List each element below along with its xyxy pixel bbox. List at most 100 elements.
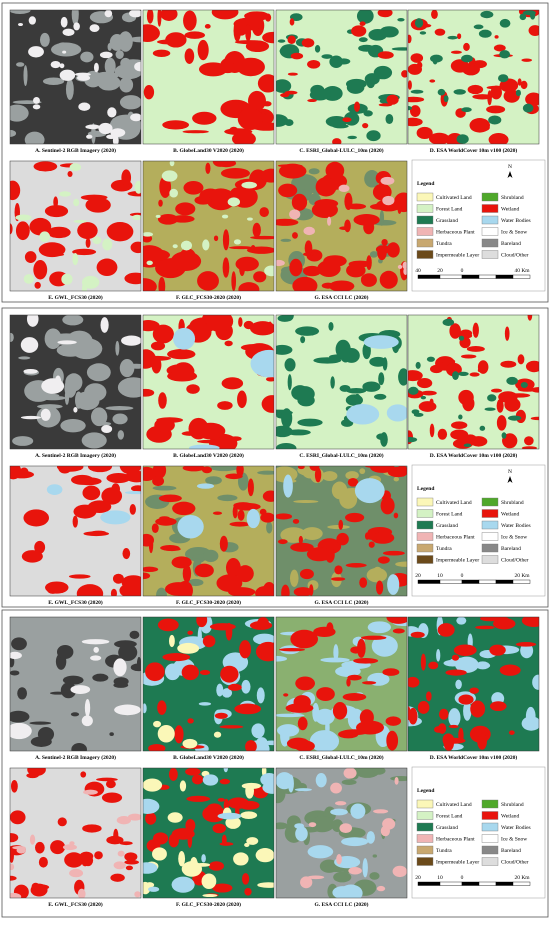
map-patch <box>244 11 270 21</box>
map-patch <box>452 371 459 380</box>
map-border <box>275 9 408 145</box>
map-patch <box>59 63 65 69</box>
map-patch <box>461 107 472 113</box>
map-patch <box>408 436 418 443</box>
map-patch <box>345 563 367 568</box>
map-patch <box>245 740 257 751</box>
panel-frame <box>1 609 549 918</box>
scale-segment <box>417 881 441 886</box>
map-patch <box>96 258 118 277</box>
map-patch <box>221 834 227 846</box>
map-patch <box>277 39 286 43</box>
map-patch <box>143 320 160 332</box>
map-patch <box>143 778 163 792</box>
map-patch <box>297 716 308 731</box>
map-patch <box>241 873 250 885</box>
map-patch <box>343 768 357 779</box>
map-patch <box>410 53 424 63</box>
map-patch <box>438 723 447 734</box>
map-patch <box>341 729 368 736</box>
map-patch <box>17 687 28 700</box>
map-patch <box>456 617 467 625</box>
map-patch <box>245 24 252 42</box>
map-tile <box>276 466 407 596</box>
scale-segment <box>439 579 463 584</box>
map-patch <box>61 273 73 285</box>
legend-swatch <box>481 520 499 530</box>
map-patch <box>473 24 484 30</box>
legend-swatch <box>481 497 499 507</box>
map-patch <box>344 192 353 211</box>
map-patch <box>153 720 162 728</box>
map-patch <box>410 89 424 94</box>
map-patch <box>245 783 255 799</box>
map-patch <box>276 259 285 267</box>
map-patch <box>451 421 468 429</box>
map-patch <box>89 24 100 32</box>
map-patch <box>69 869 84 878</box>
map-patch <box>10 875 17 881</box>
map-patch <box>395 561 407 567</box>
map-patch <box>65 78 74 100</box>
map-patch <box>119 77 134 93</box>
map-patch <box>219 725 244 729</box>
map-patch <box>376 433 387 440</box>
scale-label: 0 <box>461 268 464 274</box>
map-patch <box>469 118 490 133</box>
map-patch <box>143 798 160 814</box>
map-patch <box>94 851 103 860</box>
map-patch <box>286 737 310 750</box>
map-patch <box>443 95 449 103</box>
map-patch <box>498 74 509 83</box>
map-patch <box>521 58 533 62</box>
map-patch <box>183 181 204 195</box>
map-patch <box>10 863 15 871</box>
panel: A. Sentinel-2 RGB Imagery (2020) B. Globe… <box>1 609 549 918</box>
map-caption: C. ESRI_Global-LULC_10m (2020) <box>299 452 383 459</box>
map-patch <box>73 219 87 223</box>
map-patch <box>82 824 102 833</box>
map-patch <box>157 700 167 715</box>
map-patch <box>363 335 399 349</box>
map-patch <box>182 466 205 472</box>
map-patch <box>408 106 413 111</box>
legend-box <box>411 766 546 899</box>
scale-segment <box>461 274 480 279</box>
map-patch <box>105 780 116 789</box>
map-patch <box>332 138 342 144</box>
map-patch <box>60 682 77 699</box>
map-patch <box>170 251 202 272</box>
map-patch <box>171 828 195 840</box>
map-caption: A. Sentinel-2 RGB Imagery (2020) <box>35 754 116 761</box>
scale-segment <box>512 274 531 279</box>
map-patch <box>515 89 521 97</box>
map-patch <box>487 394 497 402</box>
map-patch <box>380 825 390 837</box>
map-patch <box>386 94 399 105</box>
map-patch <box>119 95 141 110</box>
map-caption: E. GWL_FCS30 (2020) <box>48 294 103 301</box>
map-patch <box>143 388 155 397</box>
map-patch <box>336 532 349 546</box>
map-patch <box>364 73 380 85</box>
map-patch <box>124 859 139 865</box>
map-patch <box>429 398 434 406</box>
map-patch <box>107 42 112 51</box>
map-patch <box>33 161 58 172</box>
map-patch <box>496 399 504 413</box>
map-patch <box>346 403 380 425</box>
map-patch <box>222 257 230 278</box>
map-patch <box>466 346 485 352</box>
map-patch <box>504 326 510 341</box>
map-patch <box>30 736 52 747</box>
legend-label: Cultivated Land <box>436 802 472 808</box>
map-patch <box>59 191 71 197</box>
map-patch <box>115 340 120 356</box>
map-patch <box>165 32 187 48</box>
map-patch <box>499 18 511 28</box>
map-patch <box>256 687 265 704</box>
map-patch <box>374 393 387 400</box>
map-patch <box>50 840 66 855</box>
map-patch <box>437 623 455 637</box>
